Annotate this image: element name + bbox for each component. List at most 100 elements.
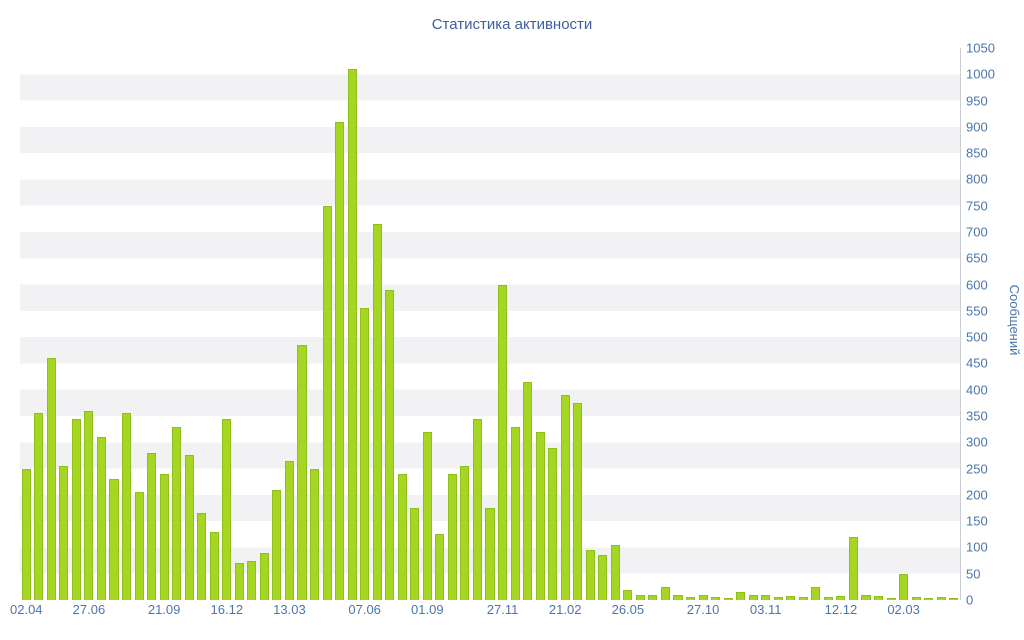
bar [811, 586, 821, 600]
y-tick-label: 100 [966, 539, 988, 555]
bar [84, 410, 94, 600]
x-tick-label: 01.09 [411, 602, 444, 617]
x-tick-label: 27.11 [486, 602, 519, 617]
bar [172, 426, 182, 600]
bar [560, 394, 570, 600]
x-tick-label: 02.04 [9, 602, 43, 617]
y-tick-label: 0 [966, 592, 974, 608]
y-tick-label: 1000 [966, 66, 995, 82]
bar [259, 552, 269, 600]
bar [422, 431, 432, 600]
bar [385, 289, 395, 600]
bar [723, 598, 733, 600]
y-tick-label: 250 [966, 461, 988, 477]
y-tick-label: 800 [966, 171, 988, 187]
y-tick-label: 600 [966, 277, 988, 293]
bar [71, 418, 81, 600]
bar [222, 418, 232, 600]
bar [96, 437, 106, 600]
bar [347, 69, 357, 600]
bar [297, 345, 307, 600]
bar [197, 513, 207, 600]
chart-title: Статистика активности [431, 16, 593, 33]
bar [209, 531, 219, 600]
bar [134, 492, 144, 600]
bar [397, 473, 407, 600]
bar [122, 413, 132, 600]
x-axis-labels: 02.04 27.06 21.09 16.12 13.03 07.06 01.09 27.11… [10, 602, 960, 620]
bar [623, 589, 633, 600]
x-tick-label: 03.11 [749, 602, 782, 617]
bar [335, 121, 345, 600]
bar [886, 598, 896, 600]
bar [660, 586, 670, 600]
y-tick-label: 900 [966, 119, 988, 135]
y-tick-label: 750 [966, 198, 988, 214]
y-tick-label: 700 [966, 224, 988, 240]
bar [109, 479, 119, 600]
bar [924, 598, 934, 600]
y-tick-label: 200 [966, 487, 988, 503]
bar [848, 536, 858, 600]
bar [247, 560, 257, 600]
bar [472, 418, 482, 600]
bar [159, 473, 169, 600]
bar [748, 594, 758, 600]
bar [635, 594, 645, 600]
x-tick-label: 21.02 [548, 602, 582, 617]
y-tick-label: 1050 [966, 40, 995, 56]
x-tick-label: 07.06 [348, 602, 381, 617]
y-tick-label: 150 [966, 513, 988, 529]
bar [899, 573, 909, 600]
bar [874, 595, 884, 600]
y-tick-label: 50 [966, 566, 981, 582]
x-tick-label: 21.09 [147, 602, 181, 617]
bar [498, 284, 508, 600]
y-tick-label: 950 [966, 93, 988, 109]
bar [936, 597, 946, 600]
bar [698, 594, 708, 600]
bar [322, 205, 332, 600]
y-tick-label: 450 [966, 355, 988, 371]
bar [861, 594, 871, 600]
bar [648, 594, 658, 600]
bar [573, 402, 583, 600]
bar [34, 413, 44, 600]
bar [523, 381, 533, 600]
bar [410, 508, 420, 600]
bar [711, 597, 721, 600]
bar [147, 452, 157, 600]
y-tick-label: 850 [966, 145, 988, 161]
bar [372, 224, 382, 600]
x-tick-label: 26.05 [611, 602, 645, 617]
bar [535, 431, 545, 600]
bar [272, 489, 282, 600]
bar [435, 534, 445, 600]
x-tick-label: 02.03 [887, 602, 920, 617]
bar [548, 447, 558, 600]
bar [284, 460, 294, 600]
y-tick-label: 650 [966, 250, 988, 266]
bar [673, 594, 683, 600]
bar [736, 592, 746, 600]
bar [761, 594, 771, 600]
x-tick-label: 13.03 [273, 602, 306, 617]
bar [836, 595, 846, 600]
bar [798, 597, 808, 600]
x-tick-label: 27.06 [72, 602, 106, 617]
bar [949, 598, 959, 600]
bar [510, 426, 520, 600]
bar [773, 597, 783, 600]
y-tick-label: 350 [966, 408, 988, 424]
bar [911, 597, 921, 600]
plot-area [20, 48, 961, 600]
bar [686, 597, 696, 600]
y-axis-title: Сообщений [1007, 284, 1022, 356]
bar [21, 468, 31, 600]
y-tick-label: 300 [966, 434, 988, 450]
y-tick-label: 500 [966, 329, 988, 345]
bar [823, 597, 833, 600]
bar [585, 550, 595, 600]
x-tick-label: 12.12 [824, 602, 858, 617]
